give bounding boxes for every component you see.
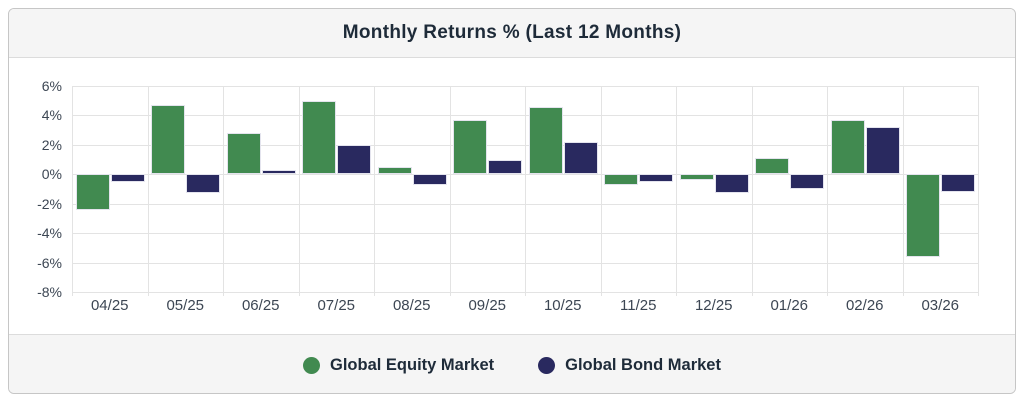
bond-swatch-icon — [538, 356, 556, 374]
x-axis-month-label: 10/25 — [543, 297, 582, 314]
bar-global-equity-market[interactable] — [528, 106, 563, 175]
x-axis-month-label: 04/25 — [90, 297, 129, 314]
bar-global-equity-market[interactable] — [302, 100, 336, 175]
bar-global-equity-market[interactable] — [151, 105, 185, 175]
bar-global-bond-market[interactable] — [110, 174, 145, 182]
x-axis-month-label: 02/26 — [845, 297, 884, 314]
x-axis-month-label: 03/26 — [921, 297, 960, 314]
x-axis-month-label: 05/25 — [166, 297, 205, 314]
bar-global-bond-market[interactable] — [865, 127, 900, 175]
chart-card: Monthly Returns % (Last 12 Months) 6% 4% 2… — [8, 8, 1016, 394]
bar-global-bond-market[interactable] — [412, 174, 447, 185]
y-axis-tick-label: 6% — [41, 78, 62, 94]
bar-global-bond-market[interactable] — [186, 174, 220, 194]
x-axis-month-label: 01/26 — [770, 297, 809, 314]
bar-global-bond-market[interactable] — [941, 174, 975, 192]
y-axis-tick-label: -2% — [37, 195, 62, 212]
bar-global-bond-market[interactable] — [337, 144, 371, 175]
bar-global-equity-market[interactable] — [906, 174, 940, 257]
bar-global-equity-market[interactable] — [75, 174, 110, 210]
chart-area: 6% 4% 2% 0% -2% -4% -6% -8% 04/25 05/25 06/25 07/25… — [9, 58, 1015, 334]
y-axis-tick-label: 0% — [41, 166, 62, 183]
bar-global-equity-market[interactable] — [755, 158, 789, 175]
equity-swatch-icon — [303, 356, 320, 374]
bar-global-bond-market[interactable] — [261, 169, 296, 175]
legend-item-bond[interactable]: Global Bond Market — [538, 356, 721, 375]
x-axis-month-label: 06/25 — [241, 297, 280, 314]
gridline-vertical — [676, 86, 677, 296]
x-axis-month-label: 09/25 — [468, 297, 507, 314]
y-axis-tick-label: 4% — [41, 107, 62, 124]
bar-global-equity-market[interactable] — [377, 166, 412, 175]
gridline-vertical — [449, 86, 451, 296]
bar-global-bond-market[interactable] — [714, 174, 749, 194]
gridline-vertical — [298, 86, 300, 296]
gridline-vertical — [223, 86, 224, 296]
y-axis-tick-label: -8% — [37, 284, 62, 300]
gridline-vertical — [374, 86, 375, 296]
legend-item-equity[interactable]: Global Equity Market — [303, 356, 494, 375]
y-axis-tick-label: 2% — [41, 136, 62, 153]
bar-global-equity-market[interactable] — [679, 174, 714, 181]
gridline-vertical — [902, 86, 904, 296]
gridline-vertical — [72, 86, 73, 296]
gridline-vertical — [600, 86, 602, 296]
gridline-vertical — [827, 86, 828, 296]
bar-global-bond-market[interactable] — [790, 174, 824, 189]
legend-label-bond: Global Bond Market — [565, 355, 721, 374]
x-axis-month-label: 08/25 — [392, 297, 431, 314]
bar-global-bond-market[interactable] — [488, 159, 522, 175]
bar-global-bond-market[interactable] — [639, 174, 673, 182]
bar-global-equity-market[interactable] — [830, 119, 865, 175]
gridline-vertical — [147, 86, 149, 296]
legend-label-equity: Global Equity Market — [330, 355, 495, 374]
gridline-vertical — [978, 86, 979, 296]
chart-header: Monthly Returns % (Last 12 Months) — [9, 9, 1015, 58]
legend: Global Equity Market Global Bond Market — [9, 334, 1015, 393]
bar-global-equity-market[interactable] — [604, 174, 638, 185]
y-axis-tick-label: -4% — [37, 225, 62, 242]
x-axis-month-label: 11/25 — [620, 297, 657, 314]
bar-global-equity-market[interactable] — [226, 133, 261, 175]
gridline-vertical — [751, 86, 753, 296]
gridline-vertical — [525, 86, 526, 296]
chart-title: Monthly Returns % (Last 12 Months) — [342, 22, 682, 43]
x-axis-month-label: 12/25 — [694, 297, 733, 314]
bar-global-bond-market[interactable] — [563, 141, 598, 175]
x-axis-month-label: 07/25 — [317, 297, 356, 314]
y-axis-tick-label: -6% — [37, 254, 62, 271]
bar-global-equity-market[interactable] — [453, 119, 487, 175]
